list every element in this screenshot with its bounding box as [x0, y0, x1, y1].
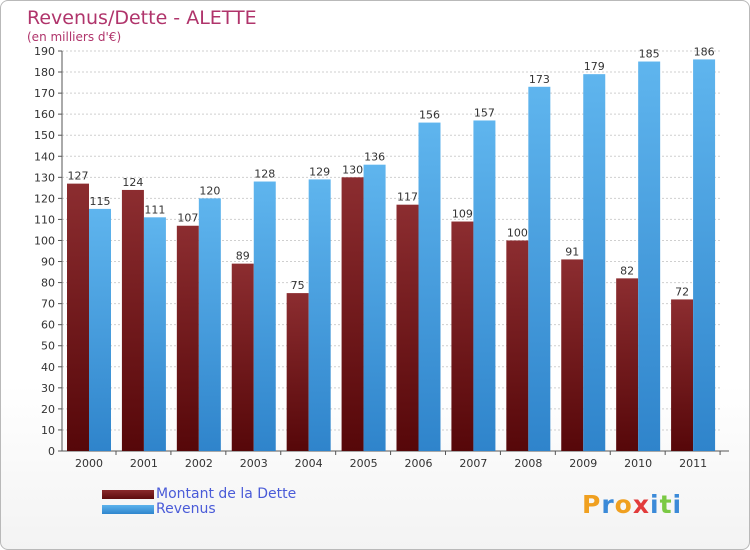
data-label-revenue: 156 — [419, 109, 440, 122]
logo-letter: o — [614, 490, 633, 519]
data-label-debt: 82 — [620, 264, 634, 277]
y-tick-label: 190 — [34, 45, 55, 58]
data-label-debt: 107 — [177, 212, 198, 225]
y-tick-label: 30 — [41, 382, 55, 395]
legend-swatch-revenue — [102, 505, 154, 514]
bar-debt — [67, 183, 89, 451]
data-label-debt: 89 — [236, 250, 250, 263]
logo-letter: i — [650, 490, 660, 519]
y-tick-label: 90 — [41, 256, 55, 269]
data-label-revenue: 186 — [694, 45, 715, 58]
data-label-debt: 124 — [122, 176, 143, 189]
data-label-debt: 127 — [68, 170, 89, 183]
y-tick-label: 150 — [34, 129, 55, 142]
data-label-revenue: 129 — [309, 165, 330, 178]
y-tick-label: 110 — [34, 213, 55, 226]
x-tick-label: 2008 — [514, 457, 542, 470]
y-tick-label: 60 — [41, 319, 55, 332]
data-label-debt: 109 — [452, 208, 473, 221]
data-label-revenue: 136 — [364, 151, 385, 164]
bar-revenue — [143, 217, 166, 451]
bar-revenue — [198, 198, 221, 451]
proxiti-logo: Proxiti — [582, 490, 682, 519]
y-tick-label: 180 — [34, 66, 55, 79]
y-tick-label: 120 — [34, 192, 55, 205]
bar-revenue — [693, 59, 716, 451]
legend-label-revenue: Revenus — [156, 501, 216, 517]
data-label-debt: 130 — [342, 163, 363, 176]
bar-revenue — [473, 120, 496, 451]
data-label-revenue: 128 — [254, 168, 275, 181]
bar-revenue — [638, 61, 661, 452]
y-tick-label: 70 — [41, 298, 55, 311]
x-tick-label: 2005 — [350, 457, 378, 470]
x-tick-label: 2003 — [240, 457, 268, 470]
bar-revenue — [528, 86, 551, 451]
logo-letter: r — [601, 490, 615, 519]
y-tick-label: 130 — [34, 171, 55, 184]
legend-swatch-debt — [102, 490, 154, 499]
bar-revenue — [308, 179, 331, 451]
bar-debt — [671, 299, 694, 451]
bar-debt — [121, 189, 144, 451]
data-label-revenue: 120 — [199, 184, 220, 197]
x-tick-label: 2009 — [569, 457, 597, 470]
bar-debt — [176, 225, 199, 451]
bar-revenue — [253, 181, 276, 452]
x-tick-label: 2006 — [405, 457, 433, 470]
bar-debt — [231, 263, 254, 451]
x-tick-label: 2001 — [130, 457, 158, 470]
x-tick-label: 2010 — [624, 457, 652, 470]
bar-revenue — [583, 74, 606, 451]
data-label-revenue: 185 — [639, 48, 660, 61]
data-label-debt: 91 — [565, 245, 579, 258]
bar-debt — [341, 177, 364, 451]
bar-revenue — [418, 122, 441, 451]
data-label-revenue: 115 — [90, 195, 111, 208]
data-label-debt: 72 — [675, 285, 689, 298]
y-tick-label: 170 — [34, 87, 55, 100]
bar-revenue — [89, 208, 111, 451]
y-tick-label: 50 — [41, 340, 55, 353]
logo-letter: t — [659, 490, 673, 519]
y-tick-label: 100 — [34, 234, 55, 247]
y-tick-label: 160 — [34, 108, 55, 121]
chart-title: Revenus/Dette - ALETTE — [27, 7, 257, 29]
bar-debt — [286, 293, 309, 451]
x-tick-label: 2000 — [75, 457, 103, 470]
data-label-revenue: 111 — [144, 203, 165, 216]
data-label-debt: 100 — [507, 226, 528, 239]
y-tick-label: 80 — [41, 277, 55, 290]
y-tick-label: 0 — [48, 445, 55, 458]
data-label-debt: 75 — [291, 279, 305, 292]
y-tick-label: 10 — [41, 424, 55, 437]
y-tick-label: 140 — [34, 150, 55, 163]
bar-debt — [451, 221, 474, 451]
x-tick-label: 2007 — [459, 457, 487, 470]
chart-subtitle: (en milliers d'€) — [27, 30, 122, 44]
data-label-debt: 117 — [397, 191, 418, 204]
bar-debt — [506, 240, 529, 451]
x-tick-label: 2011 — [679, 457, 707, 470]
legend-label-debt: Montant de la Dette — [156, 486, 297, 502]
bar-debt — [616, 278, 639, 451]
logo-letter: i — [672, 490, 683, 519]
data-label-revenue: 179 — [584, 60, 605, 73]
x-tick-label: 2004 — [295, 457, 323, 470]
data-label-revenue: 157 — [474, 106, 495, 119]
bar-revenue — [363, 164, 386, 451]
y-tick-label: 20 — [41, 403, 55, 416]
logo-letter: x — [632, 490, 650, 519]
bar-debt — [561, 259, 584, 451]
bar-debt — [396, 204, 419, 451]
y-tick-label: 40 — [41, 361, 55, 374]
data-label-revenue: 173 — [529, 73, 550, 86]
x-tick-label: 2002 — [185, 457, 213, 470]
logo-letter: P — [582, 490, 602, 519]
